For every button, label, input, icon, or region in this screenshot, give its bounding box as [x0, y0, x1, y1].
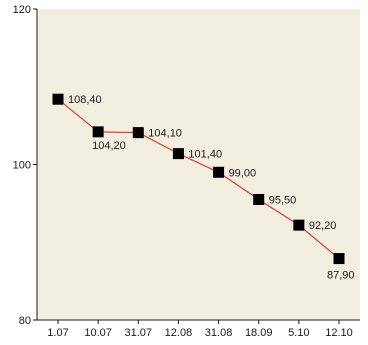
plot-area [37, 9, 360, 320]
y-tick-label: 120 [13, 4, 31, 16]
data-point-marker [253, 193, 265, 205]
data-point-marker [92, 126, 104, 138]
data-point-marker [52, 93, 64, 105]
data-label: 101,40 [188, 149, 222, 161]
series-1 [57, 98, 340, 260]
y-tick-label: 100 [13, 160, 31, 172]
data-labels: 108,40 104,20 104,10 101,40 99,00 95,50 92,20 8… [68, 94, 355, 281]
x-tick-label: 31.07 [125, 327, 153, 339]
data-label: 87,90 [327, 270, 355, 282]
x-tick-label: 12.10 [325, 327, 353, 339]
data-label: 104,20 [92, 140, 126, 152]
x-tick-label: 1.07 [47, 327, 68, 339]
data-label: 108,40 [68, 94, 102, 106]
x-tick-label: 31.08 [205, 327, 233, 339]
data-point-marker [213, 166, 225, 178]
data-point-marker [132, 127, 144, 139]
markers [52, 93, 345, 265]
data-point-marker [293, 219, 305, 231]
data-label: 92,20 [309, 220, 337, 232]
x-tick-label: 10.07 [84, 327, 112, 339]
x-tick-label: 12.08 [165, 327, 193, 339]
data-point-marker [172, 148, 184, 160]
data-label: 104,10 [148, 128, 182, 140]
data-label: 99,00 [229, 167, 257, 179]
series-line [57, 98, 340, 260]
data-label: 95,50 [269, 194, 297, 206]
y-tick-label: 80 [19, 315, 31, 327]
x-tick-label: 18.09 [245, 327, 273, 339]
x-axis-ticks: 1.07 10.07 31.07 12.08 31.08 18.09 5.10 12.10 [47, 320, 353, 339]
x-tick-label: 5.10 [288, 327, 309, 339]
y-axis-ticks: 80 100 120 [13, 4, 37, 327]
data-point-marker [333, 253, 345, 265]
